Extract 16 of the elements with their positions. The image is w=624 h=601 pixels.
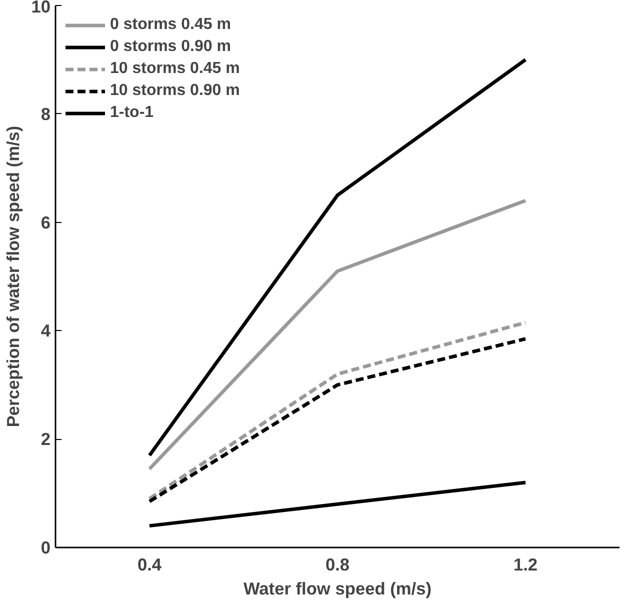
y-tick-label: 6 xyxy=(40,212,51,232)
legend-label: 10 storms 0.45 m xyxy=(110,60,240,78)
y-tick-label: 0 xyxy=(40,538,51,558)
y-tick-label: 10 xyxy=(31,0,51,16)
x-tick-label: 1.2 xyxy=(513,554,538,574)
y-tick-label: 4 xyxy=(40,320,51,341)
y-axis-title: Perception of water flow speed (m/s) xyxy=(3,126,24,428)
x-tick-label: 0.8 xyxy=(325,554,350,574)
legend-label: 0 storms 0.90 m xyxy=(110,38,231,56)
legend-label: 10 storms 0.90 m xyxy=(110,82,240,100)
legend-label: 0 storms 0.45 m xyxy=(110,16,231,34)
y-tick-label: 2 xyxy=(40,429,51,450)
y-tick-label: 8 xyxy=(40,104,51,124)
legend-label: 1-to-1 xyxy=(110,104,154,122)
x-axis-title: Water flow speed (m/s) xyxy=(243,578,432,598)
x-tick-label: 0.4 xyxy=(137,554,162,574)
